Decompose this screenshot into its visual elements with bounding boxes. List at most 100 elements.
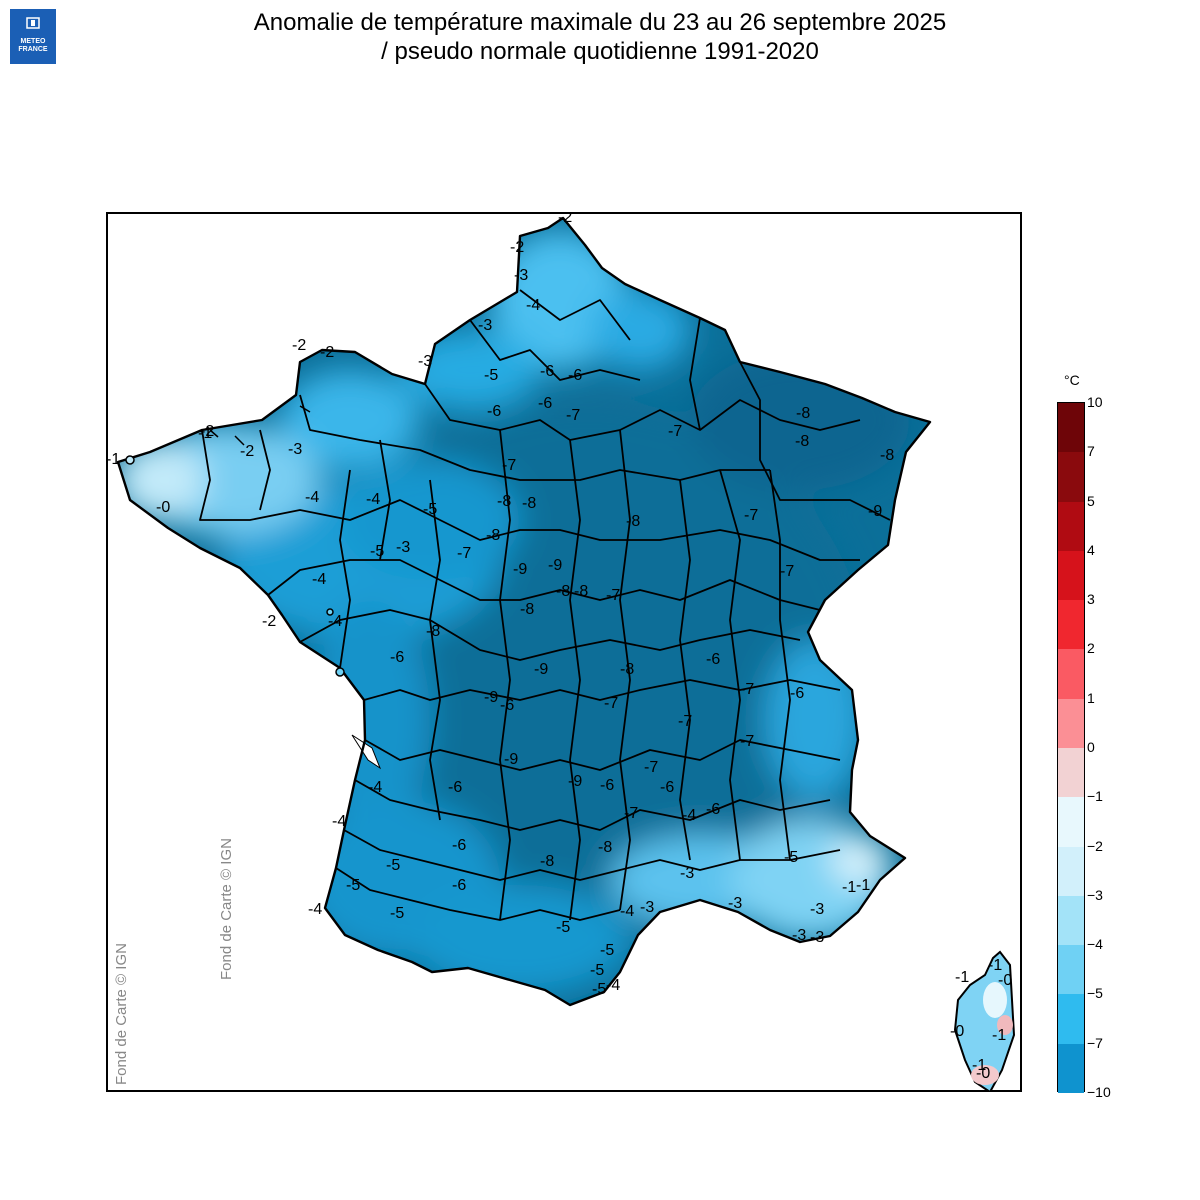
legend-color-cell xyxy=(1058,550,1084,601)
legend-color-cell xyxy=(1058,1043,1084,1094)
contour-label: -4 xyxy=(305,489,319,506)
legend-color-cell xyxy=(1058,895,1084,946)
contour-label: -6 xyxy=(660,779,674,796)
contour-label: -2 xyxy=(320,344,334,361)
contour-labels: -2 -2 -3 -4 -3 -2 -2 -3 -1 -1 -2 -2 -3 -… xyxy=(106,212,1012,1082)
contour-label: -8 xyxy=(796,405,810,422)
legend-tick-label: −7 xyxy=(1087,1034,1103,1051)
contour-label: -7 xyxy=(744,507,758,524)
contour-label: -8 xyxy=(520,601,534,618)
contour-label: -3 xyxy=(728,895,742,912)
contour-label: -8 xyxy=(426,623,440,640)
contour-label: -7 xyxy=(678,713,692,730)
contour-label: -8 xyxy=(880,447,894,464)
contour-label: -9 xyxy=(484,689,498,706)
contour-label: -8 xyxy=(497,493,511,510)
contour-label: -6 xyxy=(540,363,554,380)
contour-label: -4 xyxy=(620,903,634,920)
legend-tick-label: −4 xyxy=(1087,936,1103,953)
contour-label: -8 xyxy=(556,583,570,600)
contour-label: -6 xyxy=(706,651,720,668)
contour-label: -1 xyxy=(955,969,969,986)
legend-tick-label: 2 xyxy=(1087,640,1095,657)
legend-color-bar xyxy=(1057,402,1085,1094)
contour-label: -3 xyxy=(640,899,654,916)
legend-tick-label: −2 xyxy=(1087,837,1103,854)
contour-label: -5 xyxy=(784,849,798,866)
contour-label: -9 xyxy=(534,661,548,678)
map-credit-ign: Fond de Carte © IGN xyxy=(113,943,130,1085)
contour-label: -2 xyxy=(510,239,524,256)
legend-color-cell xyxy=(1058,994,1084,1045)
contour-label: -6 xyxy=(600,777,614,794)
contour-label: -7 xyxy=(604,695,618,712)
contour-label: -5 xyxy=(346,877,360,894)
contour-label: -5 xyxy=(370,543,384,560)
contour-label: -6 xyxy=(452,837,466,854)
contour-label: -3 xyxy=(418,353,432,370)
legend-tick-label: 3 xyxy=(1087,591,1095,608)
contour-label: -2 xyxy=(240,443,254,460)
contour-label: -9 xyxy=(548,557,562,574)
contour-label: -2 xyxy=(292,337,306,354)
contour-label: -5 xyxy=(386,857,400,874)
legend-tick-label: 5 xyxy=(1087,492,1095,509)
contour-label: -1 xyxy=(106,451,120,468)
legend-color-cell xyxy=(1058,698,1084,749)
contour-label: -4 xyxy=(682,807,696,824)
contour-label: -6 xyxy=(568,367,582,384)
legend-tick-label: 1 xyxy=(1087,689,1095,706)
legend-color-cell xyxy=(1058,748,1084,798)
contour-label: -3 xyxy=(810,901,824,918)
contour-label: -4 xyxy=(312,571,326,588)
contour-label: -9 xyxy=(504,751,518,768)
contour-label: -3 xyxy=(288,441,302,458)
contour-label: -3 xyxy=(680,865,694,882)
contour-label: -5 xyxy=(590,962,604,979)
contour-label: -7 xyxy=(740,681,754,698)
contour-label: -7 xyxy=(502,457,516,474)
contour-label: -4 xyxy=(366,491,380,508)
legend-color-cell xyxy=(1058,945,1084,995)
legend-tick-label: −10 xyxy=(1087,1084,1111,1100)
contour-label: -8 xyxy=(486,527,500,544)
legend-unit: °C xyxy=(1064,372,1080,388)
logo-text-line2: FRANCE xyxy=(18,46,48,53)
contour-label: -7 xyxy=(668,423,682,440)
map-title-line1: Anomalie de température maximale du 23 a… xyxy=(253,9,947,36)
contour-label: -6 xyxy=(500,697,514,714)
legend-color-cell xyxy=(1058,846,1084,897)
contour-label: -4 xyxy=(308,901,322,918)
contour-label: -5 xyxy=(592,981,606,998)
contour-label: -6 xyxy=(538,395,552,412)
contour-label: -1 xyxy=(992,1027,1006,1044)
contour-label: -4 xyxy=(526,297,540,314)
contour-label: -8 xyxy=(574,583,588,600)
contour-label: -6 xyxy=(790,685,804,702)
contour-label: -8 xyxy=(540,853,554,870)
contour-label: -3 xyxy=(810,929,824,946)
contour-label: -4 xyxy=(328,613,342,630)
contour-label: -9 xyxy=(513,561,527,578)
legend-color-cell xyxy=(1058,452,1084,503)
contour-label: -2 xyxy=(262,613,276,630)
legend-color-cell xyxy=(1058,403,1084,453)
contour-label: -0 xyxy=(156,499,170,516)
contour-label: -8 xyxy=(620,661,634,678)
contour-label: -0 xyxy=(950,1023,964,1040)
contour-label: -3 xyxy=(792,927,806,944)
legend-color-cell xyxy=(1058,649,1084,700)
france-coastline xyxy=(116,216,932,1007)
legend-tick-label: 4 xyxy=(1087,541,1095,558)
meteo-france-emblem-icon xyxy=(26,17,40,29)
contour-label: -3 xyxy=(514,267,528,284)
contour-label: -7 xyxy=(457,545,471,562)
contour-label: -7 xyxy=(644,759,658,776)
contour-label: -7 xyxy=(606,587,620,604)
contour-label: -7 xyxy=(624,805,638,822)
department-boundaries xyxy=(199,289,891,921)
legend-tick-label: −1 xyxy=(1087,788,1103,805)
contour-label: -3 xyxy=(478,317,492,334)
contour-label: -2 xyxy=(200,423,214,440)
contour-label: -3 xyxy=(396,539,410,556)
